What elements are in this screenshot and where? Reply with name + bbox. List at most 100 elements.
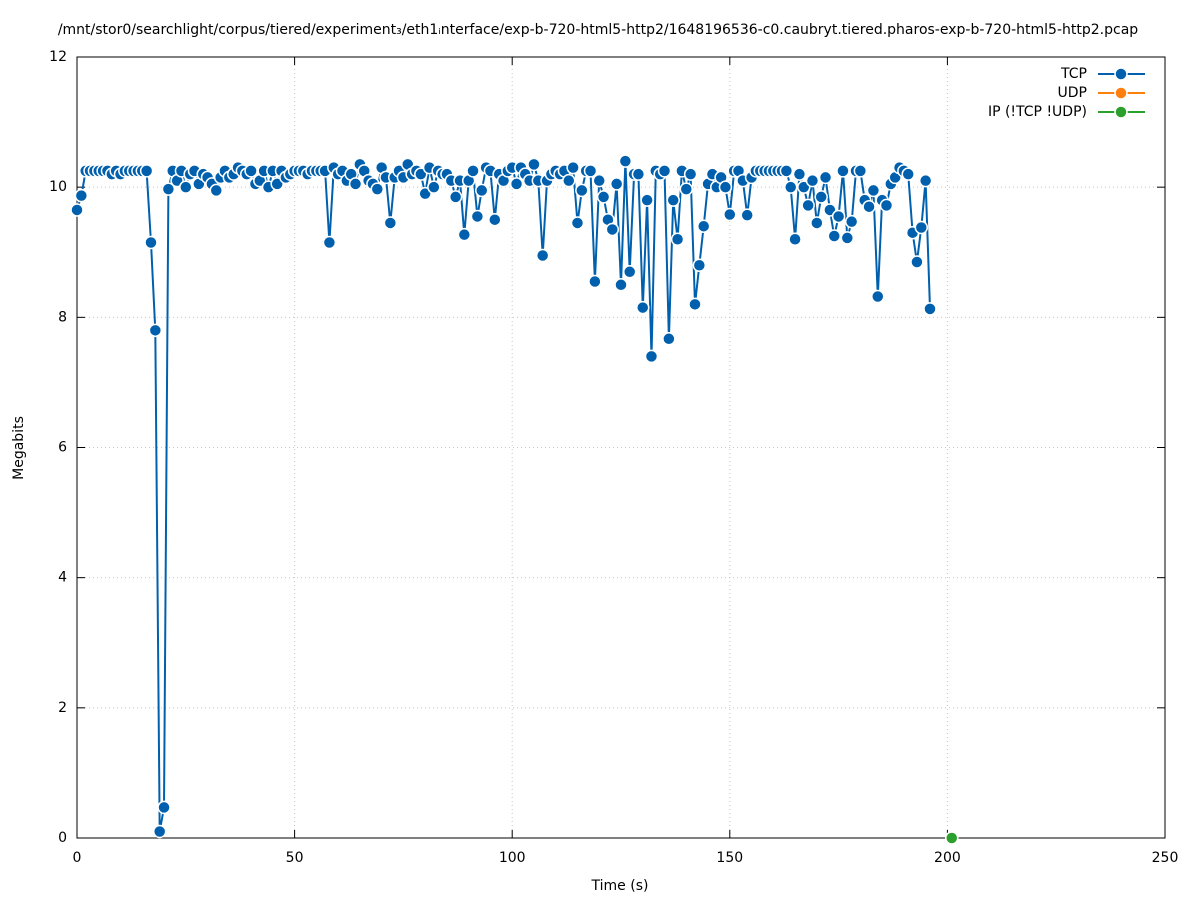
data-point — [566, 160, 580, 175]
data-point — [779, 164, 794, 178]
legend-marker — [1114, 86, 1128, 100]
data-point — [844, 214, 859, 229]
y-tick-label: 8 — [58, 309, 67, 325]
y-tick-label: 10 — [49, 179, 67, 195]
data-point — [879, 198, 894, 213]
x-tick-label: 250 — [1152, 850, 1179, 866]
x-tick-label: 100 — [499, 850, 526, 866]
data-point — [783, 180, 798, 194]
data-point — [866, 183, 881, 198]
data-point — [836, 164, 850, 178]
data-point — [448, 190, 463, 204]
y-tick-label: 0 — [58, 830, 67, 846]
data-point — [383, 216, 398, 230]
data-point — [161, 182, 176, 196]
data-point — [70, 203, 84, 217]
data-point — [723, 207, 737, 222]
data-point — [596, 190, 611, 204]
legend-label: UDP — [1058, 85, 1087, 101]
x-tick-label: 0 — [73, 850, 82, 866]
data-point — [683, 167, 698, 181]
plot-border — [76, 56, 1166, 839]
y-tick-label: 2 — [58, 700, 67, 716]
data-point — [801, 198, 815, 213]
data-point — [901, 167, 915, 181]
data-point — [670, 232, 685, 246]
data-point — [474, 183, 489, 198]
chart-title: /mnt/stor0/searchlight/corpus/tiered/exp… — [58, 22, 1138, 38]
data-point — [662, 332, 676, 346]
data-point — [910, 255, 924, 269]
data-point — [792, 167, 807, 181]
data-point — [605, 222, 620, 237]
data-point — [509, 177, 524, 191]
data-point — [679, 182, 694, 196]
y-tick-label: 12 — [49, 49, 67, 65]
data-point — [640, 193, 654, 207]
data-point — [609, 177, 624, 191]
data-point — [592, 173, 606, 188]
y-tick-label: 6 — [58, 440, 67, 456]
y-axis-label: Megabits — [11, 416, 27, 480]
data-point — [636, 300, 650, 315]
data-point — [688, 297, 702, 312]
data-point — [840, 231, 855, 245]
data-point — [583, 164, 598, 178]
data-point — [562, 173, 576, 188]
data-point — [871, 289, 885, 304]
data-point — [427, 180, 441, 194]
data-point — [805, 173, 820, 188]
data-point — [244, 164, 258, 178]
data-point — [631, 167, 646, 181]
data-point — [810, 216, 824, 230]
data-point — [575, 183, 589, 198]
x-tick-label: 200 — [934, 850, 961, 866]
data-point — [657, 164, 672, 178]
x-tick-label: 50 — [286, 850, 304, 866]
data-point — [209, 183, 224, 198]
data-point — [923, 302, 937, 316]
data-point — [370, 182, 385, 196]
data-point — [862, 199, 876, 214]
data-point — [814, 190, 828, 204]
data-point — [144, 235, 158, 250]
data-point — [788, 232, 802, 246]
data-point — [148, 323, 163, 338]
data-point — [853, 164, 868, 178]
data-point — [614, 278, 628, 292]
data-point — [470, 209, 485, 224]
data-point — [570, 216, 585, 230]
data-point — [666, 193, 680, 207]
data-point — [152, 824, 167, 839]
data-point — [457, 227, 472, 242]
data-point — [692, 258, 707, 273]
legend-label: TCP — [1060, 66, 1087, 82]
data-point — [527, 157, 541, 172]
data-point — [179, 180, 193, 194]
data-point — [322, 235, 337, 250]
data-point — [918, 173, 933, 188]
data-point — [466, 164, 480, 178]
legend-label: IP (!TCP !UDP) — [988, 104, 1087, 120]
data-point — [622, 265, 637, 279]
x-axis-label: Time (s) — [591, 878, 649, 894]
data-point — [535, 248, 550, 263]
data-point — [157, 800, 171, 815]
data-point — [696, 219, 711, 233]
data-point — [588, 274, 602, 289]
y-tick-label: 4 — [58, 570, 67, 586]
data-point — [945, 831, 959, 845]
x-tick-label: 150 — [716, 850, 743, 866]
data-point — [831, 209, 846, 224]
data-point — [718, 180, 733, 194]
data-point — [740, 208, 754, 222]
data-point — [348, 177, 363, 191]
series-line — [76, 160, 931, 832]
data-point — [74, 188, 89, 203]
legend-marker — [1114, 67, 1128, 81]
legend-marker — [1114, 105, 1128, 119]
data-point — [488, 212, 502, 227]
data-point — [618, 154, 633, 168]
